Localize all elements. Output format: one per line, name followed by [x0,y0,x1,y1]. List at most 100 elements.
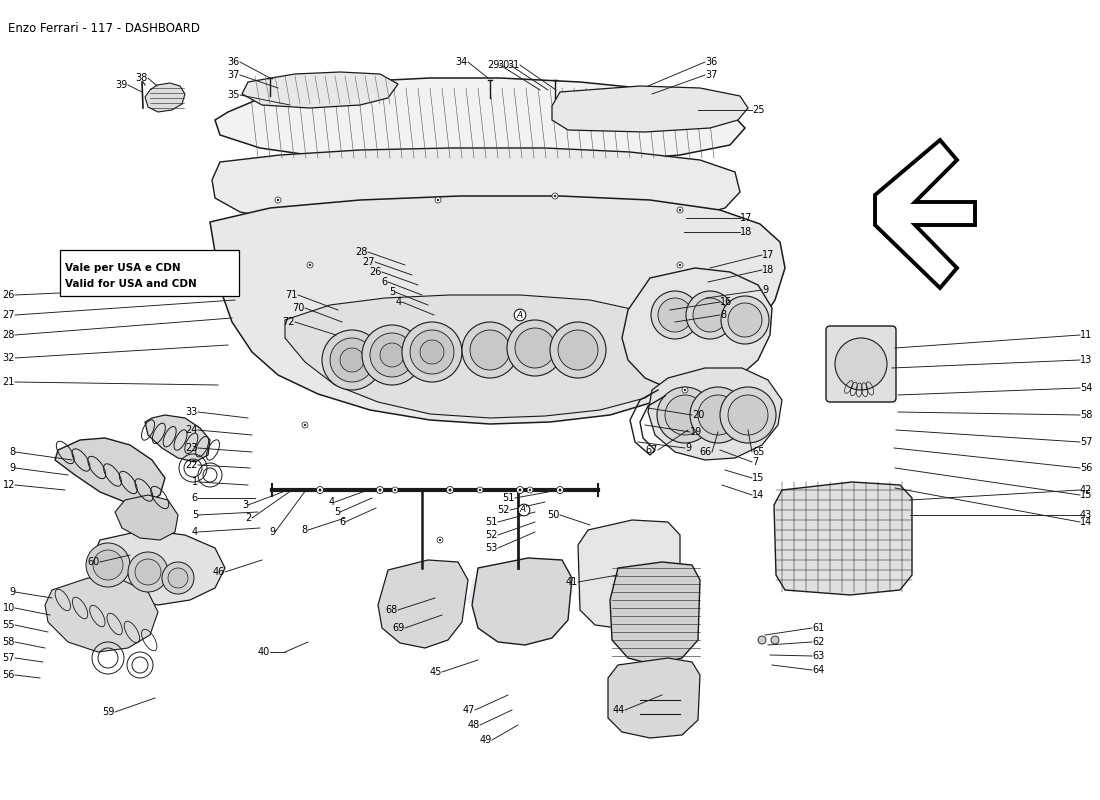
Circle shape [470,330,510,370]
Circle shape [552,193,558,199]
Polygon shape [874,140,975,288]
Text: 61: 61 [812,623,824,633]
Circle shape [86,543,130,587]
Text: 63: 63 [812,651,824,661]
Text: 36: 36 [705,57,717,67]
Text: 60: 60 [88,557,100,567]
Polygon shape [55,438,165,505]
Text: 9: 9 [268,527,275,537]
Circle shape [135,559,161,585]
Circle shape [519,489,521,491]
Text: 51: 51 [503,493,515,503]
Text: 6: 6 [191,493,198,503]
Text: 6: 6 [339,517,345,527]
Text: 47: 47 [463,705,475,715]
Circle shape [376,486,384,494]
Text: 64: 64 [812,665,824,675]
Circle shape [330,338,374,382]
Circle shape [550,322,606,378]
Polygon shape [774,482,912,595]
Text: 48: 48 [468,720,480,730]
Polygon shape [210,196,785,424]
Circle shape [370,333,414,377]
Text: 54: 54 [1080,383,1092,393]
Polygon shape [552,86,748,132]
Polygon shape [92,530,226,605]
Circle shape [527,487,534,493]
Text: 4: 4 [191,527,198,537]
Circle shape [690,387,746,443]
Circle shape [437,199,439,201]
Text: A: A [517,310,524,319]
Polygon shape [378,560,468,648]
Text: 57: 57 [2,653,15,663]
Circle shape [162,562,194,594]
Text: 17: 17 [740,213,752,223]
Text: 15: 15 [1080,490,1092,500]
Text: 14: 14 [752,490,764,500]
Text: 46: 46 [212,567,226,577]
Circle shape [517,486,524,494]
Circle shape [402,322,462,382]
Circle shape [168,568,188,588]
Text: 68: 68 [386,605,398,615]
Circle shape [128,552,168,592]
Text: 4: 4 [396,297,402,307]
Circle shape [449,489,451,491]
Text: 19: 19 [690,427,702,437]
Text: eurospares: eurospares [424,569,672,611]
Text: 37: 37 [705,70,717,80]
Text: 36: 36 [228,57,240,67]
Text: 45: 45 [430,667,442,677]
Text: 9: 9 [685,443,691,453]
Text: 31: 31 [508,60,520,70]
Text: 35: 35 [228,90,240,100]
Text: 3: 3 [242,500,248,510]
Text: 23: 23 [186,443,198,453]
Circle shape [309,264,311,266]
Text: A': A' [519,506,528,514]
Text: 27: 27 [363,257,375,267]
Text: 28: 28 [2,330,15,340]
Polygon shape [285,295,688,418]
Text: 4: 4 [329,497,336,507]
Circle shape [394,489,396,491]
Circle shape [679,264,681,266]
Circle shape [434,197,441,203]
Text: 55: 55 [2,620,15,630]
Circle shape [340,348,364,372]
FancyBboxPatch shape [60,250,239,296]
Text: 17: 17 [762,250,774,260]
Text: 52: 52 [497,505,510,515]
Text: 51: 51 [485,517,498,527]
Text: 22: 22 [186,460,198,470]
Text: 53: 53 [485,543,498,553]
Text: 9: 9 [762,285,768,295]
Circle shape [478,489,481,491]
Circle shape [477,487,483,493]
Circle shape [666,395,705,435]
Text: 41: 41 [565,577,578,587]
Text: 62: 62 [812,637,824,647]
Text: 8: 8 [301,525,308,535]
Circle shape [392,487,398,493]
Text: 16: 16 [720,297,733,307]
Text: 15: 15 [752,473,764,483]
Text: 66: 66 [700,447,712,457]
Circle shape [684,389,686,391]
Circle shape [447,486,453,494]
Circle shape [557,486,563,494]
Text: 10: 10 [2,603,15,613]
Circle shape [437,537,443,543]
Polygon shape [145,83,185,112]
Circle shape [322,330,382,390]
Polygon shape [145,415,210,462]
Circle shape [304,424,306,426]
Polygon shape [116,495,178,540]
Text: 71: 71 [286,290,298,300]
Circle shape [835,338,887,390]
Text: 1: 1 [191,477,198,487]
Polygon shape [578,520,680,630]
Text: 9: 9 [9,587,15,597]
Text: 42: 42 [1080,485,1092,495]
